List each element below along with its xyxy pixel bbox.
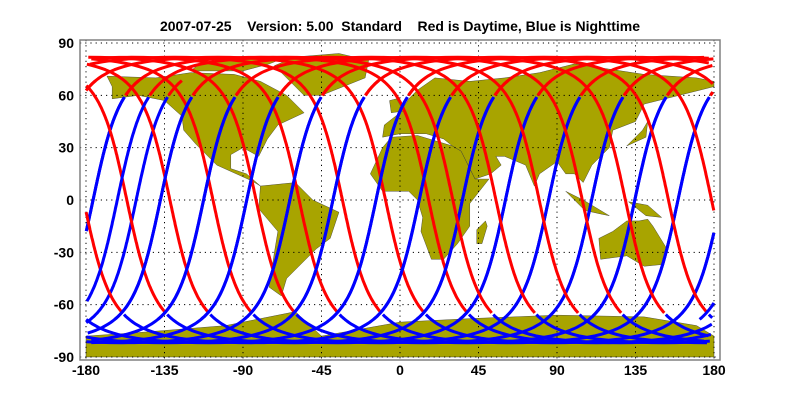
nighttime-track-segment [252,96,582,345]
x-tick-label: -90 [233,362,253,378]
daytime-track-segment [191,79,208,97]
daytime-track-segment [277,79,294,97]
daytime-track-segment [709,91,714,97]
y-tick-label: -90 [54,349,74,365]
nighttime-track-segment [91,96,280,345]
nighttime-track-segment [84,96,126,232]
y-tick-label: 90 [58,35,74,51]
tick-labels-layer: -180 -135 -90 -45 0 45 90 135 180 90 60 30 0 -30 -60 -9… [54,35,726,378]
land-new-guinea [628,201,663,218]
daytime-track-segment [407,55,716,211]
nighttime-track-segment [91,96,237,342]
y-tick-label: 60 [58,87,74,103]
x-tick-label: -180 [72,362,100,378]
y-tick-label: -30 [54,244,74,260]
daytime-track-segment [321,79,337,97]
nighttime-track-segment [85,96,409,345]
y-tick-label: -60 [54,297,74,313]
daytime-track-segment [85,84,167,314]
nighttime-track-segment [621,313,705,343]
x-tick-label: 0 [396,362,404,378]
nighttime-track-segment [209,96,539,345]
x-tick-label: -135 [150,362,178,378]
daytime-track-segment [234,79,251,97]
figure-title: 2007-07-25 Version: 5.00 Standard Red is… [159,18,641,34]
nighttime-track-segment [424,232,716,345]
nighttime-track-segment [664,313,709,338]
nighttime-track-segment [492,313,712,345]
nighttime-track-segment [338,96,668,345]
nighttime-track-segment [674,232,716,321]
daytime-track-segment [364,55,709,314]
y-tick-label: 0 [66,192,74,208]
nighttime-track-segment [87,96,194,335]
nighttime-track-segment [85,96,150,302]
land-madagascar [476,220,488,244]
daytime-track-segment [277,55,623,314]
daytime-track-segment [321,55,666,314]
daytime-track-segment [234,55,580,314]
x-tick-label: 90 [549,362,565,378]
x-tick-label: 135 [624,362,648,378]
nighttime-track-segment [122,96,452,345]
nighttime-track-segment [85,96,169,324]
land-japan [626,121,648,147]
y-tick-label: 30 [58,140,74,156]
land-australia [598,218,668,267]
nighttime-track-segment [698,302,716,321]
x-tick-label: 180 [702,362,726,378]
daytime-track-segment [148,55,493,314]
plot-frame [79,39,721,361]
daytime-track-segment [191,55,536,314]
x-tick-label: 45 [471,362,487,378]
x-tick-label: -45 [311,362,331,378]
orbit-tracks-layer [84,55,716,345]
land-south-america [258,182,340,297]
daytime-track-segment [364,79,380,97]
nighttime-track-segment [86,96,366,345]
nighttime-track-segment [707,313,714,319]
daytime-track-segment [84,211,124,314]
nighttime-track-segment [295,96,625,345]
nighttime-track-segment [166,96,496,345]
nighttime-track-segment [86,96,323,345]
